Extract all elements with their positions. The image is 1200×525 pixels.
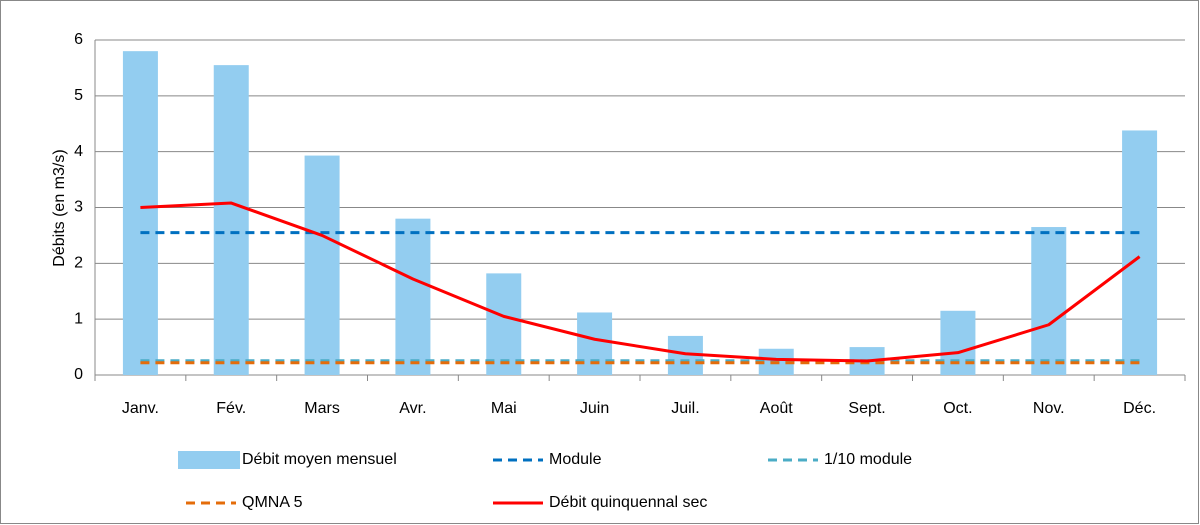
x-tick-label: Nov.: [1033, 400, 1065, 417]
bar: [304, 155, 340, 375]
x-tick-label: Fév.: [216, 400, 246, 417]
bar: [122, 51, 158, 376]
x-tick-label: Août: [760, 400, 793, 417]
legend-swatch: [178, 451, 240, 469]
legend-label: Débit quinquennal sec: [549, 494, 707, 511]
line-series: [140, 201, 1141, 363]
bar: [486, 273, 522, 375]
x-tick-label: Oct.: [943, 400, 972, 417]
legend-label: QMNA 5: [242, 494, 303, 511]
y-tick-label: 1: [74, 310, 83, 327]
bar: [577, 312, 613, 375]
x-tick-label: Mars: [304, 400, 340, 417]
y-tick-label: 6: [74, 31, 83, 48]
y-tick-label: 2: [74, 255, 83, 272]
x-tick-label: Sept.: [848, 400, 885, 417]
legend-label: Débit moyen mensuel: [242, 451, 397, 468]
x-tick-label: Mai: [491, 400, 517, 417]
y-tick-label: 5: [74, 87, 83, 104]
x-tick-label: Juil.: [671, 400, 699, 417]
bar: [1122, 130, 1158, 375]
y-tick-label: 3: [74, 199, 83, 216]
y-tick-label: 4: [74, 143, 83, 160]
x-tick-label: Déc.: [1123, 400, 1156, 417]
x-tick-label: Janv.: [122, 400, 159, 417]
bar: [940, 310, 976, 375]
x-tick-label: Avr.: [399, 400, 426, 417]
bar: [213, 65, 249, 375]
bar: [1031, 227, 1067, 375]
bar: [395, 218, 431, 375]
x-tick-label: Juin: [580, 400, 609, 417]
y-axis-label: Débits (en m3/s): [51, 149, 68, 266]
legend-label: 1/10 module: [824, 451, 912, 468]
legend-label: Module: [549, 451, 602, 468]
y-tick-label: 0: [74, 366, 83, 383]
